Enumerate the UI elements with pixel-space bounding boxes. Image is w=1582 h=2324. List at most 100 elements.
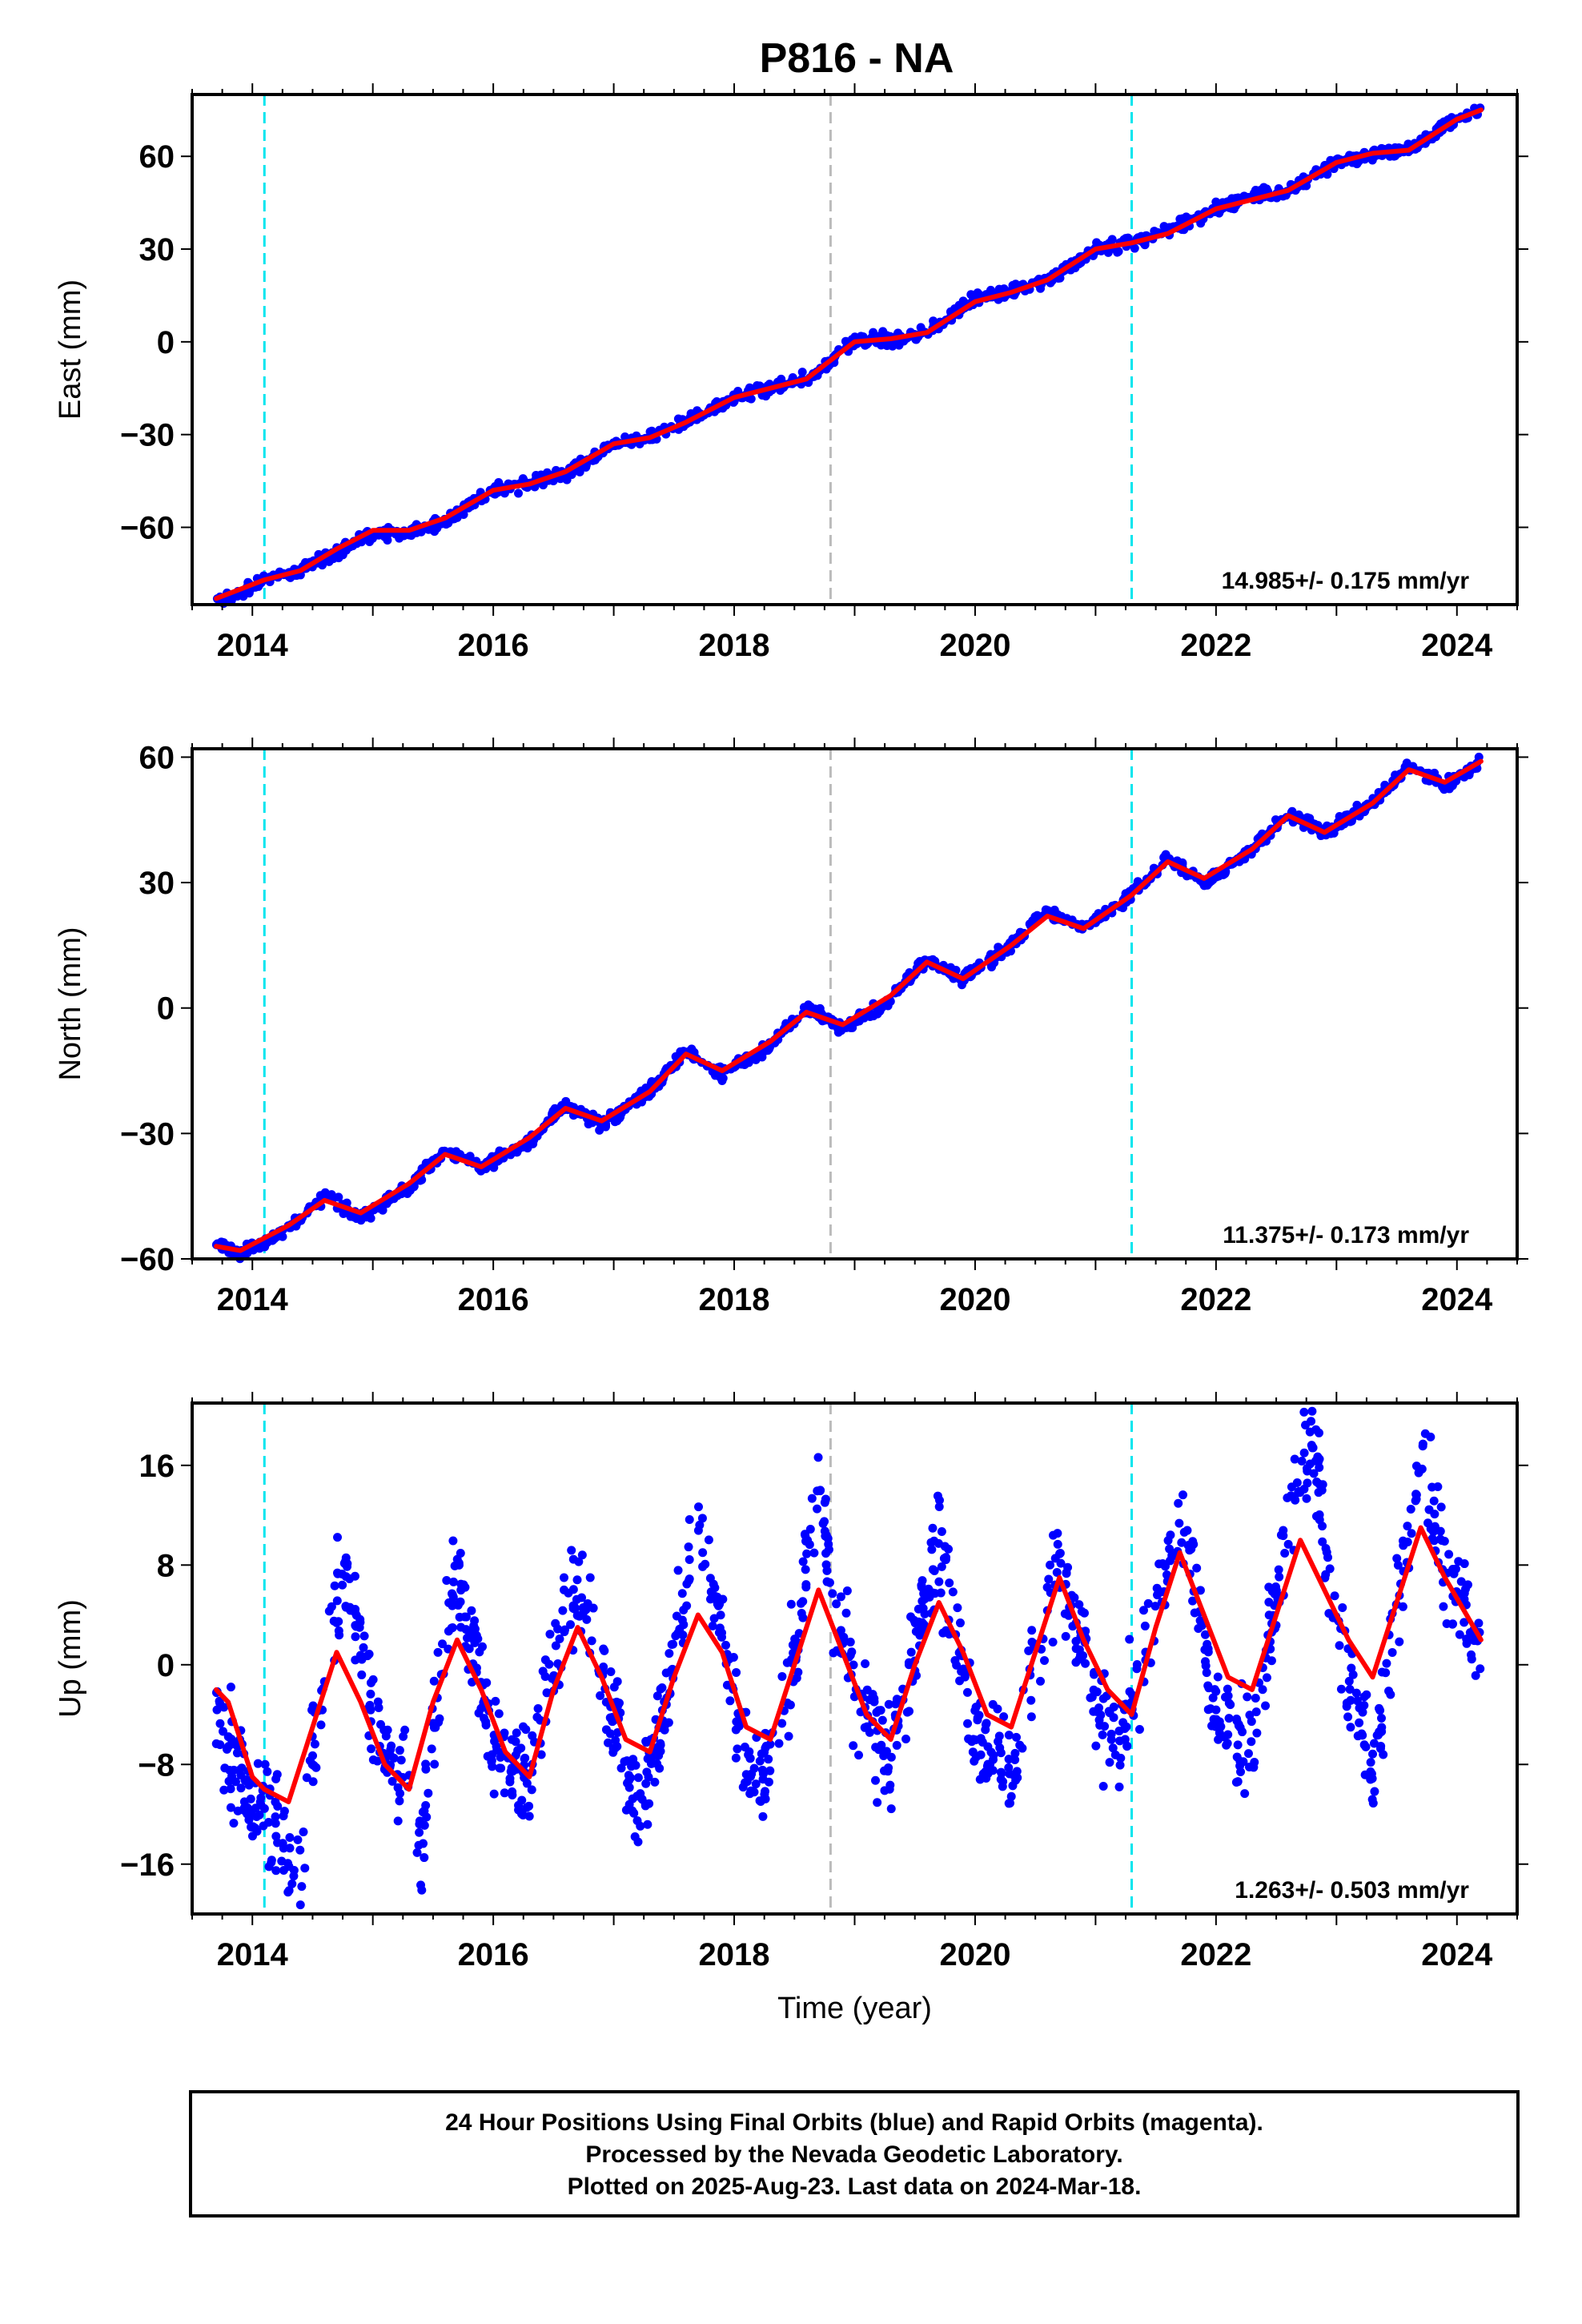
data-point	[572, 1575, 582, 1585]
data-point	[364, 1649, 374, 1659]
data-point	[714, 1628, 724, 1638]
data-point	[302, 1773, 311, 1783]
chart-title: P816 - NA	[760, 35, 954, 82]
data-point	[604, 1738, 613, 1747]
data-point	[1006, 1791, 1016, 1801]
data-point	[528, 1139, 538, 1148]
data-point	[820, 1498, 829, 1507]
data-point	[869, 1697, 879, 1707]
data-point	[1105, 1758, 1114, 1767]
data-point	[869, 328, 878, 337]
data-point	[884, 1699, 893, 1709]
data-point	[494, 478, 504, 488]
data-point	[885, 1780, 895, 1790]
data-point	[704, 1535, 713, 1545]
data-point	[1122, 1741, 1132, 1751]
data-point	[487, 1757, 496, 1767]
data-point	[1292, 1478, 1302, 1488]
data-point	[973, 288, 982, 298]
data-point	[1044, 907, 1054, 916]
data-point	[1344, 1676, 1354, 1686]
data-point	[263, 1767, 272, 1776]
data-point	[813, 1453, 823, 1462]
data-point	[1130, 243, 1139, 253]
data-point	[934, 1502, 944, 1512]
data-point	[969, 1735, 978, 1744]
data-point	[387, 1776, 397, 1786]
data-point	[553, 1659, 563, 1668]
data-point	[555, 1634, 564, 1643]
data-point	[1358, 1707, 1367, 1717]
data-point	[1439, 1602, 1448, 1611]
data-point	[1052, 1567, 1062, 1577]
data-point	[1411, 1490, 1421, 1500]
data-point	[1194, 1624, 1203, 1634]
data-point	[395, 1796, 404, 1806]
data-point	[284, 1886, 294, 1896]
data-point	[1122, 1722, 1131, 1731]
data-point	[968, 1747, 978, 1757]
data-point	[963, 1719, 973, 1728]
data-point	[1062, 1568, 1071, 1578]
up-panel: 2014 2016 2018 2020 2022 2024 −16 −8 0 8 16 Up (mm)…	[54, 1392, 1528, 2025]
data-point	[355, 1214, 365, 1224]
data-point	[536, 1750, 546, 1759]
data-point	[1455, 1630, 1464, 1639]
data-point	[970, 1706, 980, 1715]
data-point	[1403, 1522, 1412, 1531]
data-point	[433, 1647, 443, 1657]
data-point	[1398, 1602, 1407, 1611]
data-point	[542, 1688, 552, 1698]
data-point	[1110, 1750, 1120, 1759]
data-point	[879, 1751, 889, 1761]
data-point	[1203, 1681, 1213, 1691]
data-point	[1386, 1690, 1395, 1699]
data-point	[605, 1729, 615, 1739]
data-point	[395, 1746, 404, 1755]
data-point	[942, 1626, 951, 1635]
data-point	[927, 1545, 937, 1554]
data-point	[1114, 1782, 1124, 1791]
data-point	[253, 1759, 263, 1768]
data-point	[1053, 1529, 1062, 1538]
data-point	[1214, 1735, 1223, 1744]
data-point	[568, 1585, 578, 1594]
data-point	[279, 1866, 288, 1876]
data-point	[1444, 1550, 1454, 1559]
data-point	[1342, 1699, 1351, 1708]
data-point	[958, 1664, 968, 1674]
data-point	[357, 1670, 367, 1679]
data-point	[1089, 1707, 1098, 1716]
data-point	[644, 1772, 653, 1782]
data-point	[842, 1586, 852, 1595]
data-point	[694, 1502, 704, 1512]
data-point	[1467, 1650, 1476, 1659]
data-point	[1053, 1539, 1062, 1549]
data-point	[685, 1515, 694, 1525]
data-point	[424, 1788, 433, 1798]
data-point	[308, 1777, 318, 1787]
data-point	[955, 1618, 965, 1628]
data-point	[684, 1542, 693, 1552]
data-point	[850, 332, 860, 342]
data-point	[709, 1614, 719, 1623]
x-tick-label: 2020	[939, 628, 1010, 663]
data-point	[412, 1848, 422, 1857]
data-point	[1283, 1539, 1293, 1549]
data-point	[749, 1763, 759, 1773]
data-point	[1314, 1488, 1323, 1498]
data-point	[427, 525, 436, 534]
data-point	[878, 327, 888, 336]
data-point	[953, 1603, 962, 1613]
data-point	[332, 1596, 342, 1606]
data-point	[845, 1023, 855, 1032]
data-point	[757, 1765, 767, 1775]
data-point	[379, 1725, 389, 1735]
data-point	[222, 1744, 231, 1754]
data-point	[1264, 1582, 1274, 1592]
data-point	[1109, 1703, 1118, 1712]
data-point	[824, 1539, 833, 1549]
data-point	[475, 1647, 484, 1657]
data-point	[632, 1815, 642, 1825]
